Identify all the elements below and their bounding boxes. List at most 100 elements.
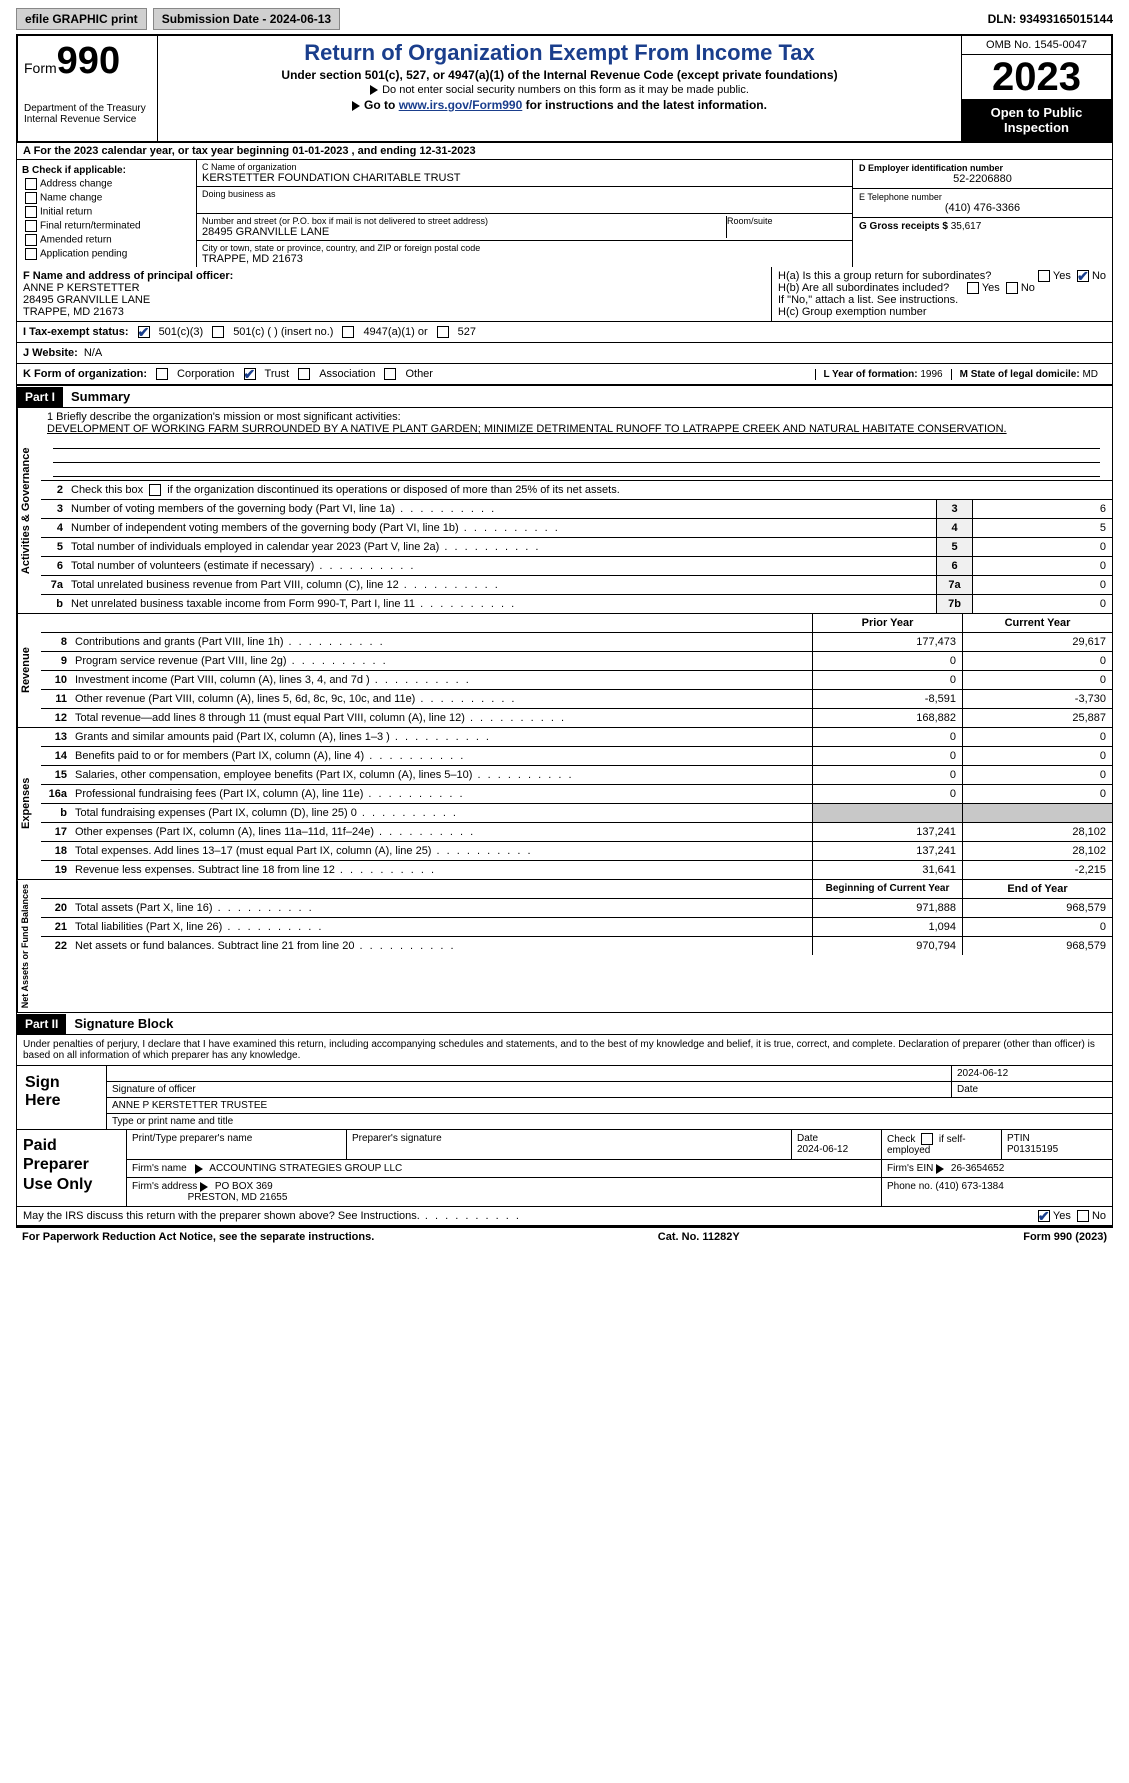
data-line: 10Investment income (Part VIII, column (… (41, 671, 1112, 690)
form-990-page: efile GRAPHIC print Submission Date - 20… (0, 0, 1129, 1254)
form-ref: Form 990 (2023) (1023, 1231, 1107, 1243)
opt-corp: Corporation (177, 368, 234, 380)
opt-pending: Application pending (40, 249, 127, 260)
part2-tag: Part II (17, 1014, 66, 1034)
col-c: C Name of organizationKERSTETTER FOUNDAT… (197, 160, 852, 267)
paid-label: Paid Preparer Use Only (17, 1130, 127, 1206)
chk-discuss-yes[interactable] (1038, 1210, 1050, 1222)
chk-ha-no[interactable] (1077, 270, 1089, 282)
date-k: Date (952, 1082, 1112, 1097)
city-v: TRAPPE, MD 21673 (202, 253, 847, 265)
chk-discuss-no[interactable] (1077, 1210, 1089, 1222)
data-line: 22Net assets or fund balances. Subtract … (41, 937, 1112, 955)
chk-corp[interactable] (156, 368, 168, 380)
data-line: 14Benefits paid to or for members (Part … (41, 747, 1112, 766)
irs-link[interactable]: www.irs.gov/Form990 (399, 98, 523, 112)
fphone-k: Phone no. (887, 1181, 933, 1192)
chk-assoc[interactable] (298, 368, 310, 380)
arrow-icon (370, 85, 378, 95)
opt-527: 527 (458, 326, 476, 338)
data-line: bTotal fundraising expenses (Part IX, co… (41, 804, 1112, 823)
chk-hb-no[interactable] (1006, 282, 1018, 294)
lbl-no: No (1092, 1210, 1106, 1222)
officer-name: ANNE P KERSTETTER TRUSTEE (107, 1098, 1112, 1113)
rev-section: Revenue Prior Year Current Year 8Contrib… (16, 614, 1113, 728)
opt-501c: 501(c) ( ) (insert no.) (233, 326, 333, 338)
dln: DLN: 93493165015144 (988, 12, 1113, 26)
rule (53, 435, 1100, 449)
gov-line: 3Number of voting members of the governi… (41, 500, 1112, 519)
chk-501c[interactable] (212, 326, 224, 338)
city-k: City or town, state or province, country… (202, 243, 847, 253)
sign-here-label: Sign Here (17, 1066, 107, 1129)
dept-treasury: Department of the Treasury Internal Reve… (24, 103, 151, 125)
data-line: 18Total expenses. Add lines 13–17 (must … (41, 842, 1112, 861)
ha-text: H(a) Is this a group return for subordin… (778, 270, 991, 282)
chk-hb-yes[interactable] (967, 282, 979, 294)
hdr-current: Current Year (962, 614, 1112, 632)
row-j: J Website: N/A (16, 343, 1113, 364)
declaration: Under penalties of perjury, I declare th… (16, 1035, 1113, 1065)
data-line: 19Revenue less expenses. Subtract line 1… (41, 861, 1112, 879)
part1-tag: Part I (17, 387, 63, 407)
chk-4947[interactable] (342, 326, 354, 338)
chk-527[interactable] (437, 326, 449, 338)
topbar: efile GRAPHIC print Submission Date - 20… (16, 8, 1113, 34)
mission-line: 1 Briefly describe the organization's mi… (41, 408, 1112, 481)
discuss-row: May the IRS discuss this return with the… (16, 1207, 1113, 1226)
chk-pending[interactable] (25, 248, 37, 260)
efile-button[interactable]: efile GRAPHIC print (16, 8, 147, 30)
chk-initial[interactable] (25, 206, 37, 218)
lbl-no: No (1021, 282, 1035, 294)
chk-final[interactable] (25, 220, 37, 232)
fein-k: Firm's EIN (887, 1163, 933, 1174)
vside-gov: Activities & Governance (17, 408, 41, 613)
f-k: F Name and address of principal officer: (23, 270, 765, 282)
discuss-text: May the IRS discuss this return with the… (23, 1210, 521, 1222)
form-label: Form (24, 60, 57, 76)
org-name: KERSTETTER FOUNDATION CHARITABLE TRUST (202, 172, 847, 184)
ein-v: 52-2206880 (859, 173, 1106, 185)
lbl-yes: Yes (982, 282, 1000, 294)
chk-address-change[interactable] (25, 178, 37, 190)
part2-title: Signature Block (66, 1013, 181, 1034)
hdr-end: End of Year (962, 880, 1112, 898)
faddr-k: Firm's address (132, 1181, 197, 1192)
addr-k: Number and street (or P.O. box if mail i… (202, 216, 726, 226)
chk-ha-yes[interactable] (1038, 270, 1050, 282)
col-b-checkboxes: B Check if applicable: Address change Na… (17, 160, 197, 267)
f-v: ANNE P KERSTETTER 28495 GRANVILLE LANE T… (23, 282, 765, 318)
opt-addr: Address change (40, 179, 112, 190)
lbl-yes: Yes (1053, 270, 1071, 282)
arrow-icon (352, 101, 360, 111)
vside-exp: Expenses (17, 728, 41, 879)
l-v: 1996 (920, 369, 942, 380)
data-line: 21Total liabilities (Part X, line 26)1,0… (41, 918, 1112, 937)
data-line: 20Total assets (Part X, line 16)971,8889… (41, 899, 1112, 918)
section-bcd: B Check if applicable: Address change Na… (16, 160, 1113, 267)
form-header: Form990 Department of the Treasury Inter… (16, 34, 1113, 143)
chk-other[interactable] (384, 368, 396, 380)
faddr-v: PO BOX 369 (215, 1181, 273, 1192)
arrow-icon (936, 1164, 944, 1174)
ptin-k: PTIN (1007, 1133, 1030, 1144)
row-a-period: A For the 2023 calendar year, or tax yea… (16, 143, 1113, 160)
chk-self-emp[interactable] (921, 1133, 933, 1145)
chk-discontinued[interactable] (149, 484, 161, 496)
arrow-icon (200, 1182, 208, 1192)
sign-block: Sign Here 2024-06-12 Signature of office… (16, 1065, 1113, 1130)
chk-amended[interactable] (25, 234, 37, 246)
gov-line: 2Check this box if the organization disc… (41, 481, 1112, 500)
chk-trust[interactable] (244, 368, 256, 380)
chk-501c3[interactable] (138, 326, 150, 338)
opt-name: Name change (40, 193, 102, 204)
chk-name-change[interactable] (25, 192, 37, 204)
col-d: D Employer identification number52-22068… (852, 160, 1112, 267)
goto-pre: Go to (364, 98, 399, 112)
gov-line: bNet unrelated business taxable income f… (41, 595, 1112, 613)
firm-k: Firm's name (132, 1163, 187, 1174)
room-k: Room/suite (727, 216, 847, 226)
data-line: 11Other revenue (Part VIII, column (A), … (41, 690, 1112, 709)
addr-v: 28495 GRANVILLE LANE (202, 226, 726, 238)
arrow-icon (195, 1164, 203, 1174)
